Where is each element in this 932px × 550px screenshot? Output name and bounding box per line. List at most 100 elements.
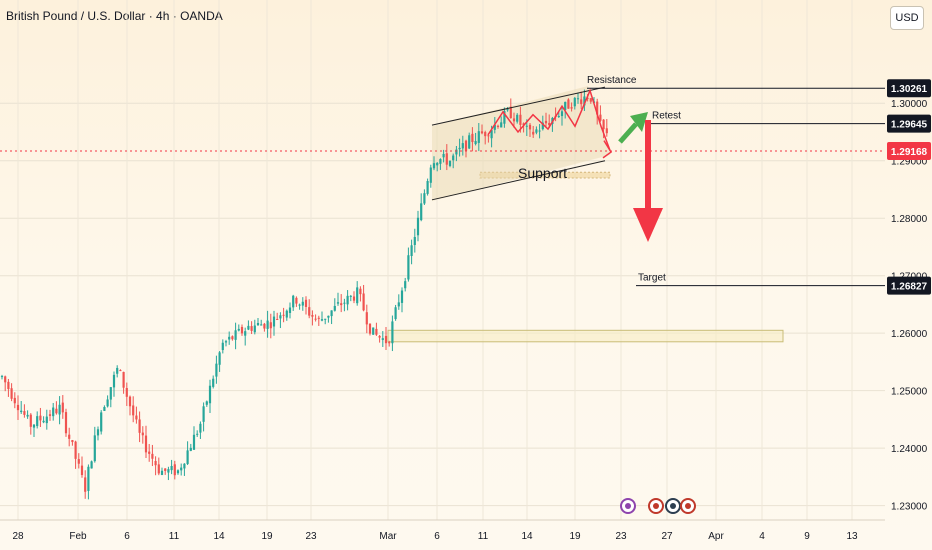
candle-body xyxy=(298,304,301,306)
candle-body xyxy=(416,217,420,236)
support-label: Support xyxy=(518,165,567,181)
candle-body xyxy=(151,453,154,459)
candle-body xyxy=(452,155,455,161)
candle-body xyxy=(32,424,36,428)
economic-event-dot xyxy=(625,503,631,509)
candle-body xyxy=(77,459,80,464)
candle-body xyxy=(288,307,292,313)
candle-body xyxy=(205,401,208,405)
candle-body xyxy=(407,255,410,280)
candle-body xyxy=(420,203,423,221)
red-arrow-head-icon xyxy=(633,208,663,242)
candle-body xyxy=(394,307,397,320)
level-label-target: Target xyxy=(638,273,666,284)
economic-event-dot xyxy=(685,503,691,509)
candle-body xyxy=(362,293,365,311)
candle-body xyxy=(42,420,45,423)
candle-body xyxy=(541,122,544,130)
candle-body xyxy=(138,419,141,433)
candle-body xyxy=(20,410,23,413)
candle-body xyxy=(429,167,432,183)
support-zone xyxy=(479,171,611,179)
candle-body xyxy=(128,396,132,407)
candle-body xyxy=(397,302,400,307)
level-value: 1.26827 xyxy=(891,282,928,293)
x-tick-label: 13 xyxy=(846,531,858,542)
candle-body xyxy=(36,416,39,427)
small-down-arrow-icon xyxy=(602,140,613,159)
currency-button[interactable]: USD xyxy=(890,6,924,30)
candle-body xyxy=(48,414,52,416)
x-tick-label: Feb xyxy=(69,531,87,542)
candle-body xyxy=(480,131,484,134)
candle-body xyxy=(448,160,452,166)
candle-body xyxy=(474,141,477,145)
candle-body xyxy=(471,133,474,143)
candle-body xyxy=(74,441,77,459)
y-tick-label: 1.30000 xyxy=(891,99,928,110)
candle-body xyxy=(586,97,589,99)
x-tick-label: 27 xyxy=(661,531,673,542)
level-tag xyxy=(887,276,931,295)
green-arrow-head-icon xyxy=(630,112,648,132)
candle-body xyxy=(253,325,256,333)
candle-body xyxy=(400,290,404,303)
candle-body xyxy=(378,335,381,338)
candle-body xyxy=(141,432,144,436)
candle-body xyxy=(157,464,160,474)
level-tag xyxy=(887,79,931,98)
candle-body xyxy=(68,434,71,439)
candle-body xyxy=(212,378,215,387)
candle-body xyxy=(218,352,221,365)
candle-body xyxy=(538,130,541,132)
candle-body xyxy=(381,338,384,340)
candle-body xyxy=(45,416,48,424)
candle-body xyxy=(64,412,68,434)
candle-body xyxy=(228,336,231,340)
x-tick-label: 11 xyxy=(169,531,180,542)
grid-lines xyxy=(0,0,885,520)
candle-body xyxy=(477,131,480,143)
x-tick-label: 14 xyxy=(521,531,533,542)
candle-body xyxy=(596,101,599,115)
candle-body xyxy=(506,109,509,111)
economic-event-dot xyxy=(653,503,659,509)
economic-event-dot xyxy=(670,503,676,509)
candle-body xyxy=(372,327,375,335)
candle-body xyxy=(221,342,224,351)
candle-body xyxy=(580,99,583,105)
candle-body xyxy=(231,336,234,340)
candle-body xyxy=(583,96,586,106)
candle-body xyxy=(26,414,29,417)
candle-body xyxy=(215,363,218,377)
candle-body xyxy=(516,114,519,122)
candle-body xyxy=(564,101,567,111)
candle-body xyxy=(500,122,503,128)
candle-body xyxy=(269,322,272,329)
candle-body xyxy=(192,434,196,450)
candle-body xyxy=(208,385,212,404)
candle-body xyxy=(256,322,260,326)
price-path-zigzag xyxy=(487,88,611,151)
candle-body xyxy=(509,106,512,119)
candle-body xyxy=(87,466,90,491)
y-tick-label: 1.28000 xyxy=(891,214,928,225)
candle-body xyxy=(109,387,112,400)
axes: 1.300001.290001.280001.270001.260001.250… xyxy=(0,79,931,542)
candle-body xyxy=(439,159,442,164)
x-tick-label: 28 xyxy=(12,531,24,542)
candle-body xyxy=(84,477,87,492)
candle-body xyxy=(122,371,125,388)
candle-body xyxy=(160,470,164,475)
candle-body xyxy=(116,367,119,374)
x-tick-label: 19 xyxy=(569,531,581,542)
candle-body xyxy=(359,288,362,295)
candle-body xyxy=(512,118,516,122)
level-label-retest: Retest xyxy=(652,111,681,122)
candle-body xyxy=(247,325,250,330)
symbol-title: British Pound / U.S. Dollar · 4h · OANDA xyxy=(6,9,223,23)
candle-body xyxy=(80,465,84,476)
candle-body xyxy=(493,124,496,130)
